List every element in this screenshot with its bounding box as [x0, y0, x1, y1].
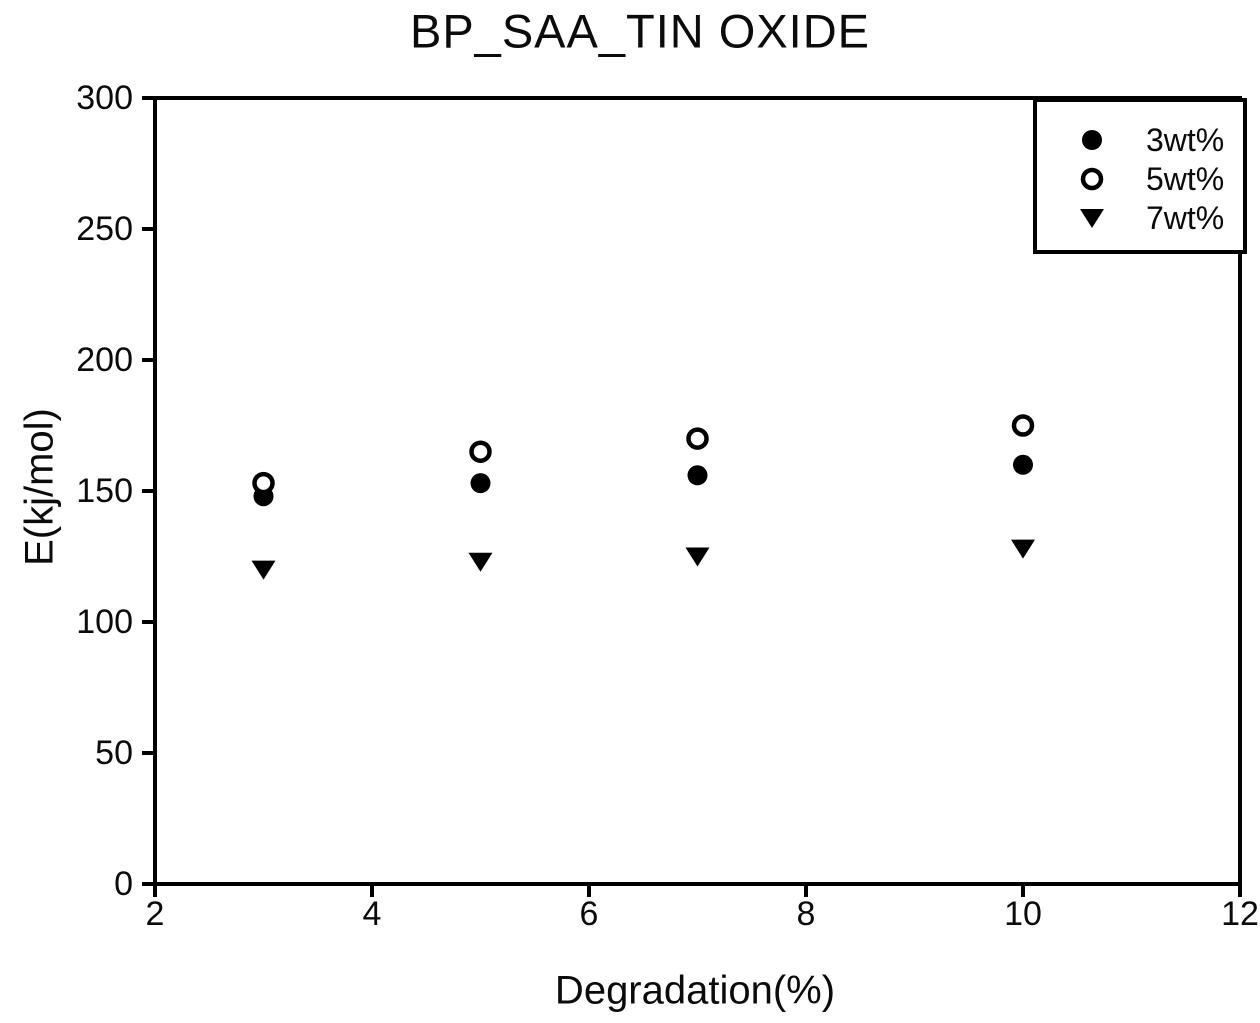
legend-label: 5wt% — [1146, 161, 1224, 197]
data-point-5wt% — [252, 471, 275, 495]
y-tick-label: 150 — [76, 472, 133, 510]
data-point-3wt% — [470, 473, 491, 494]
legend-marker-5wt% — [1080, 167, 1104, 191]
x-tick-label: 2 — [146, 895, 165, 933]
y-tick-label: 250 — [76, 210, 133, 248]
data-point-5wt% — [1011, 414, 1035, 437]
chart-title: BP_SAA_TIN OXIDE — [409, 4, 871, 58]
data-point-5wt% — [469, 440, 492, 463]
x-tick-label: 10 — [1004, 895, 1042, 933]
data-point-3wt% — [1013, 454, 1033, 475]
y-tick-label: 100 — [76, 603, 133, 641]
data-point-7wt% — [468, 552, 493, 572]
data-point-5wt% — [686, 427, 709, 450]
y-tick-label: 50 — [95, 734, 133, 772]
legend-marker-7wt% — [1080, 209, 1104, 228]
x-tick-label: 4 — [363, 895, 382, 933]
data-point-7wt% — [685, 547, 710, 567]
legend-marker-3wt% — [1082, 130, 1102, 150]
data-point-3wt% — [687, 465, 708, 486]
legend-label: 3wt% — [1146, 122, 1224, 158]
x-axis-label: Degradation(%) — [554, 968, 836, 1013]
x-tick-label: 8 — [797, 895, 816, 933]
x-tick-label: 6 — [580, 895, 599, 933]
legend-box — [1033, 98, 1247, 254]
y-tick-label: 300 — [76, 79, 133, 117]
legend-label: 7wt% — [1146, 200, 1224, 236]
y-tick-label: 200 — [76, 341, 133, 379]
data-point-7wt% — [1011, 539, 1035, 559]
y-tick-label: 0 — [114, 865, 133, 903]
data-point-7wt% — [251, 560, 276, 580]
y-axis-label: E(kj/mol) — [17, 408, 62, 566]
x-tick-label: 12 — [1221, 895, 1259, 933]
